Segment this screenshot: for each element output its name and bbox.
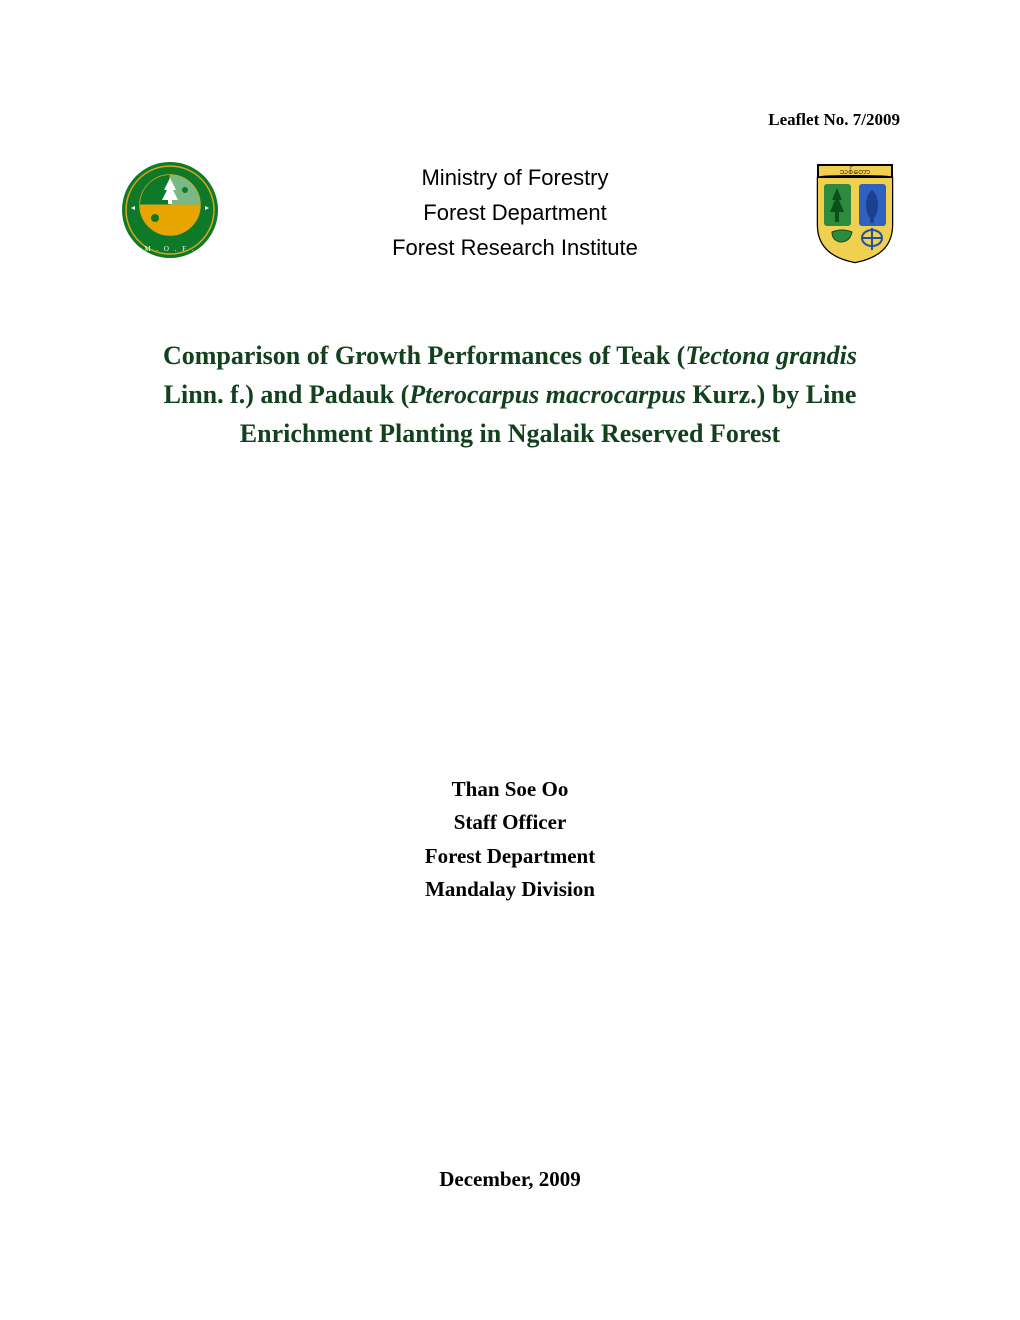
ministry-logo-left: M . O . F . — [120, 160, 220, 260]
ministry-line-3: Forest Research Institute — [220, 230, 810, 265]
publication-date: December, 2009 — [120, 1167, 900, 1192]
ministry-line-2: Forest Department — [220, 195, 810, 230]
ministry-line-1: Ministry of Forestry — [220, 160, 810, 195]
header-row: M . O . F . Ministry of Forestry Forest … — [120, 160, 900, 266]
title-species-1: Tectona grandis — [685, 341, 857, 370]
author-department: Forest Department — [120, 840, 900, 874]
svg-text:သစ်တော: သစ်တော — [839, 166, 870, 176]
author-division: Mandalay Division — [120, 873, 900, 907]
document-page: Leaflet No. 7/2009 M . O . F . — [0, 0, 1020, 1320]
title-prefix: Comparison of Growth Performances of Tea… — [163, 341, 685, 370]
title-mid-1: Linn. f.) and Padauk ( — [164, 380, 410, 409]
ministry-block: Ministry of Forestry Forest Department F… — [220, 160, 810, 266]
author-position: Staff Officer — [120, 806, 900, 840]
forest-dept-logo-right: သစ်တော — [810, 160, 900, 265]
title-species-2: Pterocarpus macrocarpus — [409, 380, 686, 409]
leaflet-number: Leaflet No. 7/2009 — [120, 110, 900, 130]
svg-text:M . O . F .: M . O . F . — [144, 245, 195, 253]
author-block: Than Soe Oo Staff Officer Forest Departm… — [120, 773, 900, 907]
author-name: Than Soe Oo — [120, 773, 900, 807]
document-title: Comparison of Growth Performances of Tea… — [120, 336, 900, 453]
